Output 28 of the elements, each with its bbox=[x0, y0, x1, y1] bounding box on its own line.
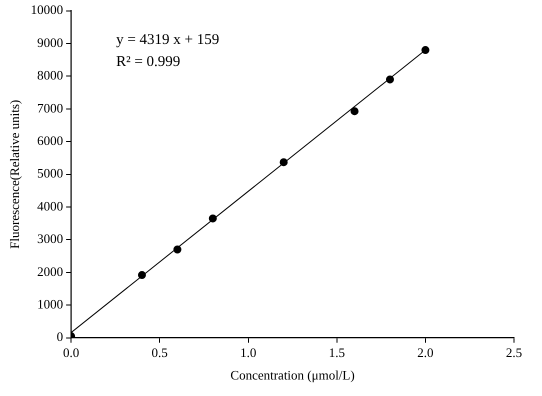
y-tick-label: 9000 bbox=[37, 34, 64, 50]
y-tick-label: 10000 bbox=[30, 2, 64, 18]
point bbox=[350, 107, 359, 116]
point bbox=[280, 158, 288, 166]
y-tick-label: 0 bbox=[56, 329, 64, 344]
x-axis-title: Concentration (μmol/L) bbox=[230, 368, 355, 383]
annotation: y = 4319 x + 159 bbox=[116, 32, 220, 48]
y-tick-label: 1000 bbox=[37, 296, 64, 312]
point bbox=[386, 75, 394, 84]
point bbox=[138, 271, 146, 280]
y-tick-label: 8000 bbox=[37, 68, 64, 83]
point bbox=[173, 246, 182, 254]
y-tick-label: 3000 bbox=[37, 231, 64, 246]
y-axis-title: Fluorescence(Relative units) bbox=[7, 100, 22, 249]
x-tick-label: 2.0 bbox=[417, 345, 434, 360]
y-tick-label: 4000 bbox=[37, 198, 64, 214]
annotation: R² = 0.999 bbox=[116, 54, 180, 70]
y-tick-label: 6000 bbox=[37, 133, 64, 148]
x-tick-label: 0.5 bbox=[152, 345, 168, 360]
point bbox=[208, 214, 217, 222]
x-tick-label: 1.5 bbox=[328, 345, 345, 360]
y-tick-label: 2000 bbox=[37, 264, 64, 279]
point bbox=[421, 46, 430, 54]
x-tick-label: 1.0 bbox=[240, 345, 256, 360]
x-tick-label: 0.0 bbox=[62, 345, 80, 360]
x-tick-label: 2.5 bbox=[506, 345, 522, 360]
y-tick-label: 5000 bbox=[37, 166, 64, 181]
y-tick-label: 7000 bbox=[37, 100, 64, 116]
